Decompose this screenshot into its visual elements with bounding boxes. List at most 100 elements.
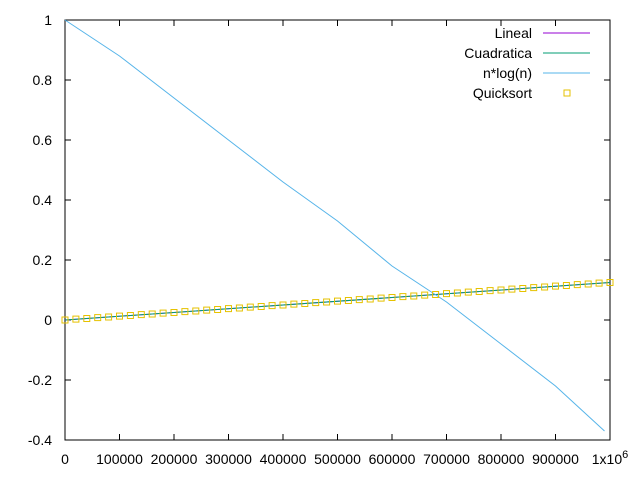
data-point <box>137 311 145 319</box>
data-point <box>312 299 320 307</box>
data-point <box>584 280 592 288</box>
series-line <box>64 282 611 321</box>
data-point <box>257 303 265 310</box>
x-tick-label-text: 200000 <box>151 451 198 467</box>
data-point <box>334 297 341 305</box>
data-point <box>355 296 363 304</box>
data-point <box>214 306 222 313</box>
x-tick-label-text: 1x10 <box>592 451 623 467</box>
x-tick-label: 600000 <box>369 451 416 467</box>
legend-item: Cuadratica <box>464 45 590 61</box>
legend-label: Quicksort <box>473 85 532 101</box>
x-tick-label: 700000 <box>423 451 470 467</box>
legend-item: n*log(n) <box>483 65 590 81</box>
y-tick-label: 1 <box>44 12 52 28</box>
data-point <box>497 286 505 294</box>
data-point <box>94 314 102 322</box>
legend-item: Lineal <box>495 25 590 41</box>
data-point <box>486 287 494 295</box>
y-tick-label: 0.6 <box>33 132 53 148</box>
legend: Lineal Cuadratica n*log(n) Quicksort <box>464 25 590 101</box>
x-tick-label-text: 900000 <box>532 451 579 467</box>
plot-frame <box>64 19 611 441</box>
x-tick-labels: 0 100000 200000 300000 400000 500000 600000 700… <box>61 449 628 467</box>
series-layer <box>61 19 614 432</box>
x-tick-label: 100000 <box>96 451 143 467</box>
data-point <box>116 312 123 320</box>
x-tick-label: 300000 <box>205 451 252 467</box>
data-point <box>573 281 581 289</box>
data-point <box>410 292 418 300</box>
y-tick-labels: -0.4 -0.2 0 0.2 0.4 0.6 0.8 1 <box>28 12 52 448</box>
data-point <box>225 305 232 313</box>
x-tick-label-text: 800000 <box>478 451 525 467</box>
data-point <box>323 298 331 306</box>
y-tick-label: 0.8 <box>33 72 53 88</box>
data-point <box>72 315 80 323</box>
data-point <box>268 302 276 310</box>
data-point <box>246 303 254 311</box>
x-tick-label-text: 600000 <box>369 451 416 467</box>
legend-item: Quicksort <box>473 85 571 101</box>
y-tick-label: 0 <box>44 312 52 328</box>
data-point <box>606 279 614 286</box>
y-tick-label: -0.4 <box>28 432 52 448</box>
data-point <box>552 282 559 290</box>
legend-label: n*log(n) <box>483 65 532 81</box>
x-tick-label-text: 400000 <box>260 451 307 467</box>
x-tick-exponent: 6 <box>622 449 628 461</box>
data-point <box>432 291 440 298</box>
data-point <box>126 312 134 319</box>
data-point <box>83 315 91 322</box>
data-point <box>519 285 527 292</box>
series-3 <box>61 279 614 324</box>
data-point <box>562 282 570 289</box>
x-tick-label: 0 <box>61 451 69 467</box>
x-tick-label-text: 700000 <box>423 451 470 467</box>
data-point <box>192 307 200 315</box>
data-point <box>421 291 429 299</box>
x-tick-label: 500000 <box>314 451 361 467</box>
data-point <box>541 283 549 291</box>
data-point <box>159 309 167 317</box>
data-point <box>344 297 352 304</box>
data-point <box>290 300 298 308</box>
data-point <box>388 294 396 301</box>
data-point <box>181 308 189 316</box>
data-point <box>279 301 287 309</box>
data-point <box>301 300 309 307</box>
data-point <box>595 279 603 287</box>
x-tick-label: 1x106 <box>592 449 628 467</box>
x-tick-label: 400000 <box>260 451 307 467</box>
data-point <box>203 306 211 314</box>
data-point <box>235 304 243 312</box>
data-point <box>105 313 113 321</box>
data-point <box>170 309 178 316</box>
series-line <box>64 19 605 432</box>
data-point <box>453 289 461 297</box>
data-point <box>377 294 385 302</box>
tick-marks <box>64 19 611 441</box>
x-tick-label-text: 100000 <box>96 451 143 467</box>
y-tick-label: 0.4 <box>33 192 53 208</box>
data-point <box>366 295 374 303</box>
x-tick-label-text: 0 <box>61 451 69 467</box>
x-tick-label: 900000 <box>532 451 579 467</box>
data-point <box>443 290 450 298</box>
x-tick-label-text: 300000 <box>205 451 252 467</box>
data-point <box>61 316 69 324</box>
legend-swatch <box>563 89 571 97</box>
data-point <box>148 310 156 318</box>
series-1 <box>64 282 611 321</box>
data-point <box>399 293 407 301</box>
y-tick-label: -0.2 <box>28 372 52 388</box>
x-tick-label-text: 500000 <box>314 451 361 467</box>
x-tick-label: 800000 <box>478 451 525 467</box>
legend-label: Lineal <box>495 25 532 41</box>
data-point <box>508 285 516 293</box>
legend-label: Cuadratica <box>464 45 532 61</box>
data-point <box>530 284 538 292</box>
x-tick-label: 200000 <box>151 451 198 467</box>
y-tick-label: 0.2 <box>33 252 53 268</box>
